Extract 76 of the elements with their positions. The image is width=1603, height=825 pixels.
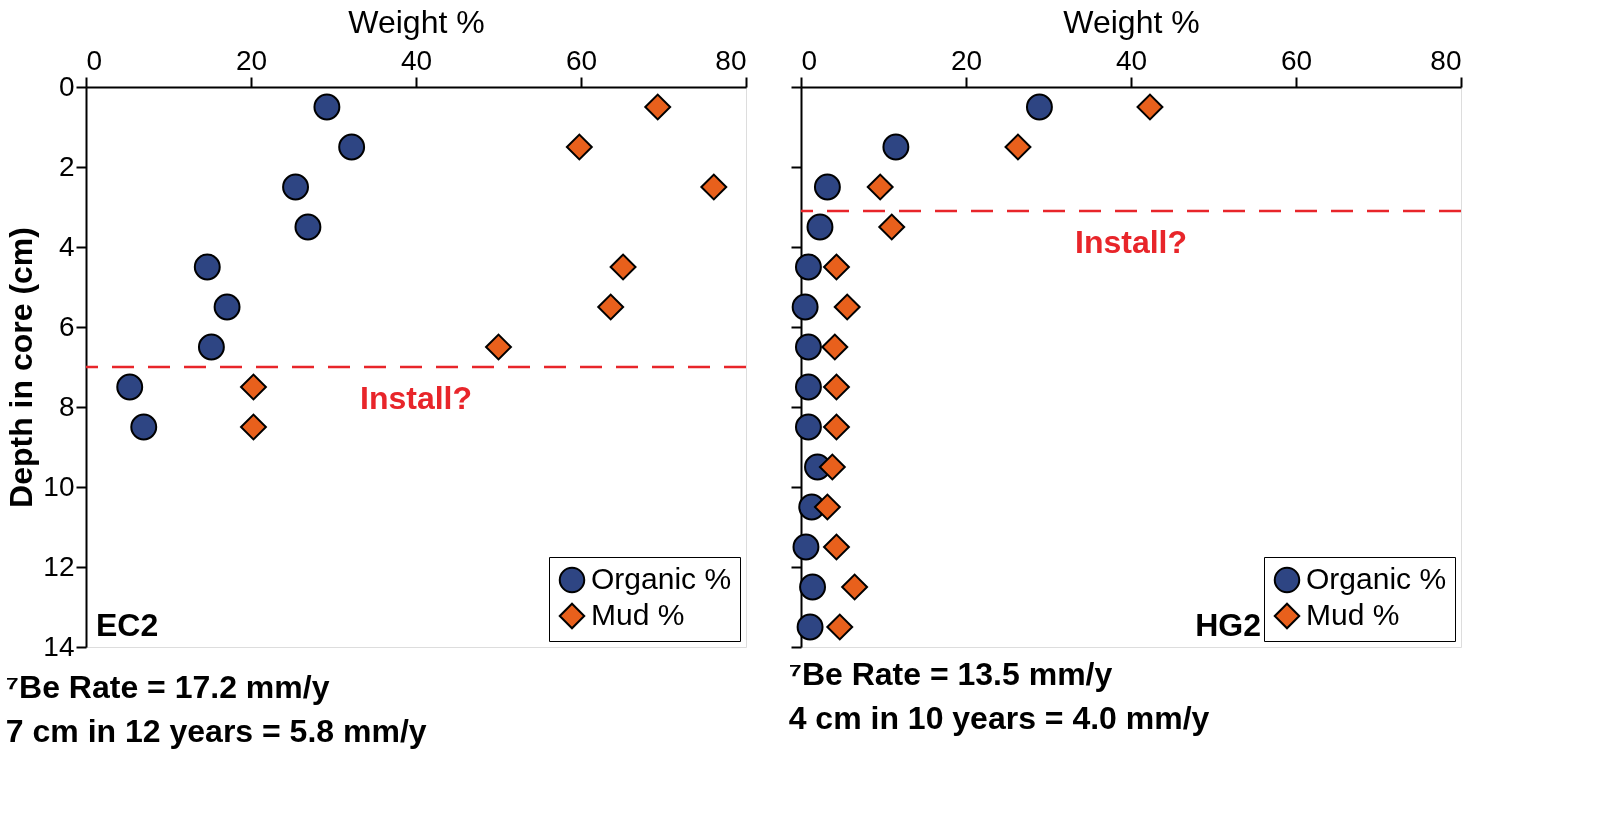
x-tick-label: 20: [950, 44, 983, 76]
point: [806, 213, 834, 241]
point: [866, 173, 894, 201]
y-tick-label: 10: [43, 470, 75, 502]
point: [700, 173, 728, 201]
ref-line-label: Install?: [1074, 224, 1188, 260]
point: [313, 93, 341, 121]
point: [338, 133, 366, 161]
text: ⁷Be Rate = 17.2 mm/y: [5, 669, 330, 705]
point: [813, 173, 841, 201]
x-tick-label: 80: [1430, 44, 1462, 76]
y-axis-title: Depth in core (cm): [3, 227, 40, 508]
annotation: HG2: [1195, 607, 1261, 643]
annotation: EC2: [96, 607, 159, 643]
y-tick-label: 12: [43, 550, 75, 582]
x-tick-label: 80: [715, 44, 747, 76]
point: [878, 213, 906, 241]
point: [794, 373, 822, 401]
point: [294, 213, 322, 241]
text: 4 cm in 10 years = 4.0 mm/y: [788, 700, 1210, 736]
point: [1004, 133, 1032, 161]
point: [821, 333, 849, 361]
point: [794, 333, 822, 361]
point: [130, 413, 158, 441]
point: [823, 413, 850, 441]
point: [799, 573, 826, 601]
point: [282, 173, 309, 201]
legend-label: Mud %: [1306, 598, 1400, 631]
point: [485, 333, 512, 361]
x-axis-title: Weight %: [1063, 3, 1200, 40]
point: [823, 533, 850, 561]
point: [197, 333, 225, 361]
x-tick-label: 40: [1115, 44, 1148, 76]
point: [796, 613, 824, 641]
point: [841, 573, 869, 601]
point: [813, 493, 841, 521]
x-tick-label: 60: [1280, 44, 1313, 76]
y-tick-label: 6: [58, 310, 75, 342]
point: [794, 253, 822, 281]
point: [609, 253, 637, 281]
point: [116, 373, 144, 401]
y-tick-label: 8: [58, 390, 75, 422]
x-tick-label: 40: [400, 44, 433, 76]
ref-line-label: Install?: [359, 380, 473, 416]
y-tick-label: 0: [58, 70, 75, 102]
point: [794, 413, 822, 441]
point: [597, 293, 625, 321]
point: [193, 253, 221, 281]
point: [240, 413, 267, 441]
point: [826, 613, 854, 641]
text: ⁷Be Rate = 13.5 mm/y: [788, 656, 1113, 692]
text: 7 cm in 12 years = 5.8 mm/y: [5, 713, 427, 749]
point: [882, 133, 910, 161]
point: [818, 453, 846, 481]
x-tick-label: 60: [565, 44, 598, 76]
point: [1136, 93, 1164, 121]
point: [240, 373, 267, 401]
legend-label: Organic %: [1306, 562, 1447, 595]
point: [792, 533, 820, 561]
y-tick-label: 14: [43, 630, 75, 662]
point: [1025, 93, 1053, 121]
legend-label: Organic %: [591, 562, 732, 595]
point: [565, 133, 593, 161]
point: [833, 293, 861, 321]
y-tick-label: 2: [58, 150, 75, 182]
y-tick-label: 4: [58, 230, 75, 262]
point: [823, 253, 850, 281]
x-tick-label: 0: [86, 44, 103, 76]
point: [823, 373, 850, 401]
point: [791, 293, 819, 321]
x-tick-label: 20: [235, 44, 268, 76]
point: [213, 293, 241, 321]
x-axis-title: Weight %: [348, 3, 485, 40]
point: [644, 93, 672, 121]
legend-label: Mud %: [591, 598, 685, 631]
x-tick-label: 0: [801, 44, 818, 76]
